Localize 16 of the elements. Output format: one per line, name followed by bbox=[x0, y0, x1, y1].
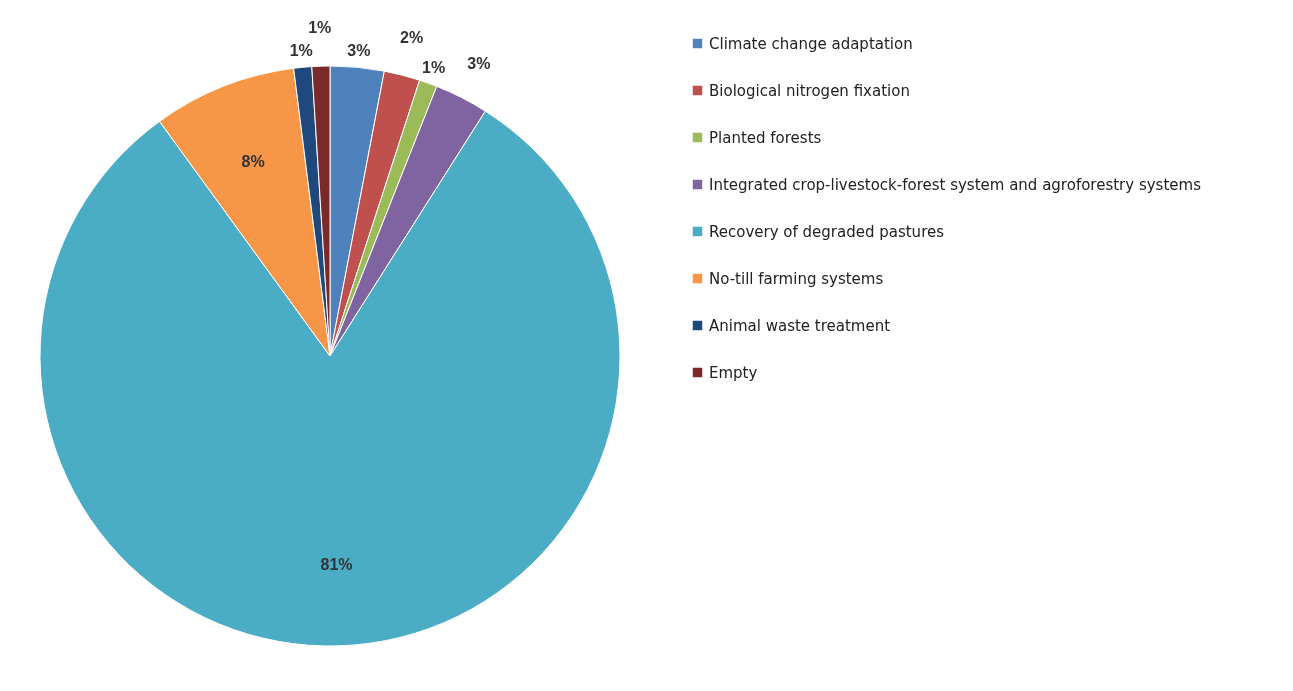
data-label: 3% bbox=[347, 42, 371, 60]
data-label: 2% bbox=[400, 29, 424, 47]
legend-label: No-till farming systems bbox=[709, 269, 884, 288]
legend-label: Integrated crop-livestock-forest system and agroforestry systems bbox=[709, 175, 1202, 194]
legend-label: Planted forests bbox=[709, 128, 822, 147]
legend-label: Empty bbox=[709, 363, 758, 382]
legend-label: Animal waste treatment bbox=[709, 316, 891, 335]
data-label: 81% bbox=[320, 555, 353, 573]
data-label: 1% bbox=[289, 42, 313, 60]
data-label: 8% bbox=[241, 152, 265, 170]
data-label: 1% bbox=[422, 59, 446, 77]
data-label: 3% bbox=[467, 54, 491, 72]
legend-label: Climate change adaptation bbox=[709, 34, 913, 53]
data-label: 1% bbox=[308, 19, 332, 37]
legend-label: Recovery of degraded pastures bbox=[709, 222, 945, 241]
legend-label: Biological nitrogen fixation bbox=[709, 81, 910, 100]
